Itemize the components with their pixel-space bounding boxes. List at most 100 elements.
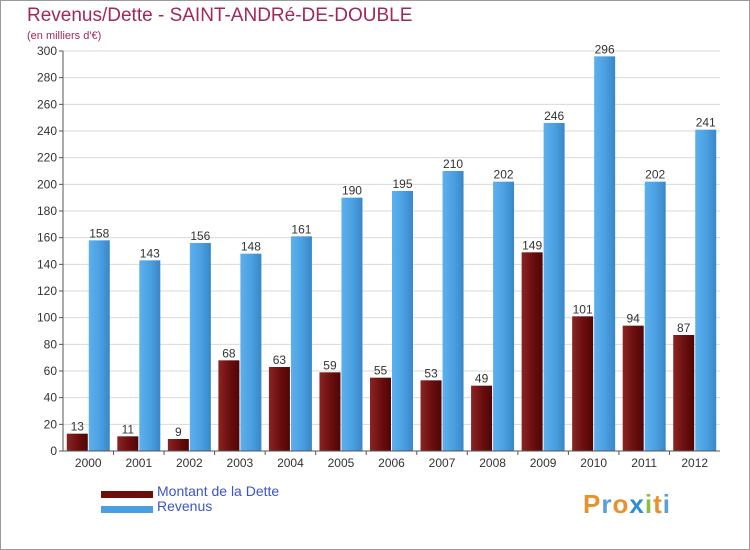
- x-tick-label: 2000: [75, 456, 102, 470]
- bar-revenus: [139, 260, 161, 451]
- bar-revenus: [543, 123, 565, 451]
- logo-letter: P: [583, 489, 602, 519]
- y-tick-label: 180: [37, 204, 57, 218]
- y-tick-label: 60: [44, 364, 58, 378]
- data-label-dette: 149: [522, 238, 542, 252]
- legend-swatch-revenus: [101, 506, 153, 513]
- x-tick-label: 2007: [429, 456, 456, 470]
- bar-revenus: [695, 129, 717, 451]
- bar-revenus: [290, 236, 312, 451]
- y-tick-label: 0: [50, 444, 57, 458]
- y-tick-label: 140: [37, 257, 57, 271]
- data-label-revenus: 296: [595, 42, 615, 56]
- data-label-dette: 13: [71, 420, 85, 434]
- bar-revenus: [644, 181, 666, 451]
- bar-dette: [572, 316, 594, 451]
- y-tick-label: 220: [37, 151, 57, 165]
- data-label-revenus: 195: [392, 177, 412, 191]
- data-label-dette: 53: [424, 366, 438, 380]
- x-tick-label: 2012: [681, 456, 708, 470]
- grid-lines: [63, 50, 720, 452]
- y-tick-label: 40: [44, 391, 58, 405]
- logo-letter: x: [629, 489, 645, 519]
- y-tick-label: 240: [37, 124, 57, 138]
- data-label-dette: 68: [222, 346, 236, 360]
- y-tick-label: 100: [37, 311, 57, 325]
- y-tick-label: 160: [37, 231, 57, 245]
- x-tick-label: 2006: [378, 456, 405, 470]
- data-label-revenus: 156: [190, 229, 210, 243]
- legend-label-dette: Montant de la Dette: [157, 483, 280, 499]
- bar-revenus: [594, 56, 616, 451]
- y-axis: 0 20 40 60 80 100 120 140 160 180 200 220 240 260 280 3…: [37, 44, 64, 458]
- data-label-revenus: 158: [89, 226, 109, 240]
- x-tick-label: 2005: [328, 456, 355, 470]
- x-axis: 2000 2001 2002 2003 2004 2005 2006 2007 2008 2009…: [63, 450, 720, 470]
- data-label-revenus: 161: [291, 222, 311, 236]
- data-label-dette: 59: [323, 358, 337, 372]
- bar-dette: [673, 335, 695, 451]
- bar-dette: [167, 439, 189, 451]
- bar-revenus: [442, 171, 464, 451]
- bars: 13 158 11 143 9 156 68 148 63 161 59 190 55 195 53 210 4…: [66, 42, 717, 451]
- bar-revenus: [341, 197, 363, 451]
- bar-revenus: [189, 243, 211, 451]
- bar-dette: [521, 252, 543, 451]
- chart-title: Revenus/Dette - SAINT-ANDRé-DE-DOUBLE: [27, 5, 413, 26]
- x-tick-label: 2010: [580, 456, 607, 470]
- legend-swatch-dette: [101, 491, 153, 498]
- bar-dette: [66, 433, 88, 451]
- data-label-revenus: 143: [140, 246, 160, 260]
- proxiti-logo: Proxiti: [583, 489, 671, 520]
- data-label-dette: 9: [175, 425, 182, 439]
- x-tick-label: 2002: [176, 456, 203, 470]
- y-tick-label: 260: [37, 97, 57, 111]
- data-label-revenus: 241: [696, 116, 716, 130]
- data-label-revenus: 210: [443, 157, 463, 171]
- y-tick-label: 300: [37, 44, 57, 58]
- x-tick-label: 2003: [227, 456, 254, 470]
- bar-dette: [622, 325, 644, 451]
- data-label-revenus: 202: [645, 168, 665, 182]
- logo-letter: i: [644, 489, 654, 519]
- y-tick-label: 20: [44, 417, 58, 431]
- logo-letter: r: [601, 489, 613, 519]
- bar-revenus: [240, 253, 262, 451]
- y-tick-label: 80: [44, 337, 58, 351]
- logo-letter: o: [612, 489, 630, 519]
- data-label-dette: 94: [627, 312, 641, 326]
- legend-label-revenus: Revenus: [157, 498, 213, 514]
- x-tick-label: 2011: [631, 456, 657, 470]
- bar-dette: [218, 360, 240, 451]
- bar-dette: [319, 372, 341, 451]
- bar-dette: [117, 436, 139, 451]
- bar-dette: [268, 367, 290, 451]
- bar-revenus: [493, 181, 515, 451]
- x-tick-label: 2008: [479, 456, 506, 470]
- x-tick-label: 2009: [530, 456, 557, 470]
- y-tick-label: 200: [37, 177, 57, 191]
- bar-dette: [420, 380, 442, 451]
- y-tick-label: 120: [37, 284, 57, 298]
- data-label-dette: 55: [374, 364, 388, 378]
- data-label-revenus: 202: [494, 168, 514, 182]
- data-label-dette: 101: [573, 302, 593, 316]
- data-label-revenus: 246: [544, 109, 564, 123]
- logo-letter: t: [653, 489, 663, 519]
- chart-subtitle: (en milliers d'€): [27, 30, 102, 42]
- data-label-revenus: 190: [342, 184, 362, 198]
- bar-revenus: [88, 240, 110, 451]
- y-tick-label: 280: [37, 71, 57, 85]
- x-tick-label: 2001: [125, 456, 152, 470]
- x-tick-label: 2004: [277, 456, 304, 470]
- data-label-dette: 49: [475, 372, 489, 386]
- logo-letter: i: [662, 489, 671, 519]
- data-label-dette: 11: [122, 422, 135, 436]
- bar-dette: [370, 377, 391, 451]
- data-label-dette: 87: [677, 321, 691, 335]
- data-label-dette: 63: [273, 353, 287, 367]
- bar-revenus: [392, 191, 413, 451]
- bar-dette: [471, 385, 493, 451]
